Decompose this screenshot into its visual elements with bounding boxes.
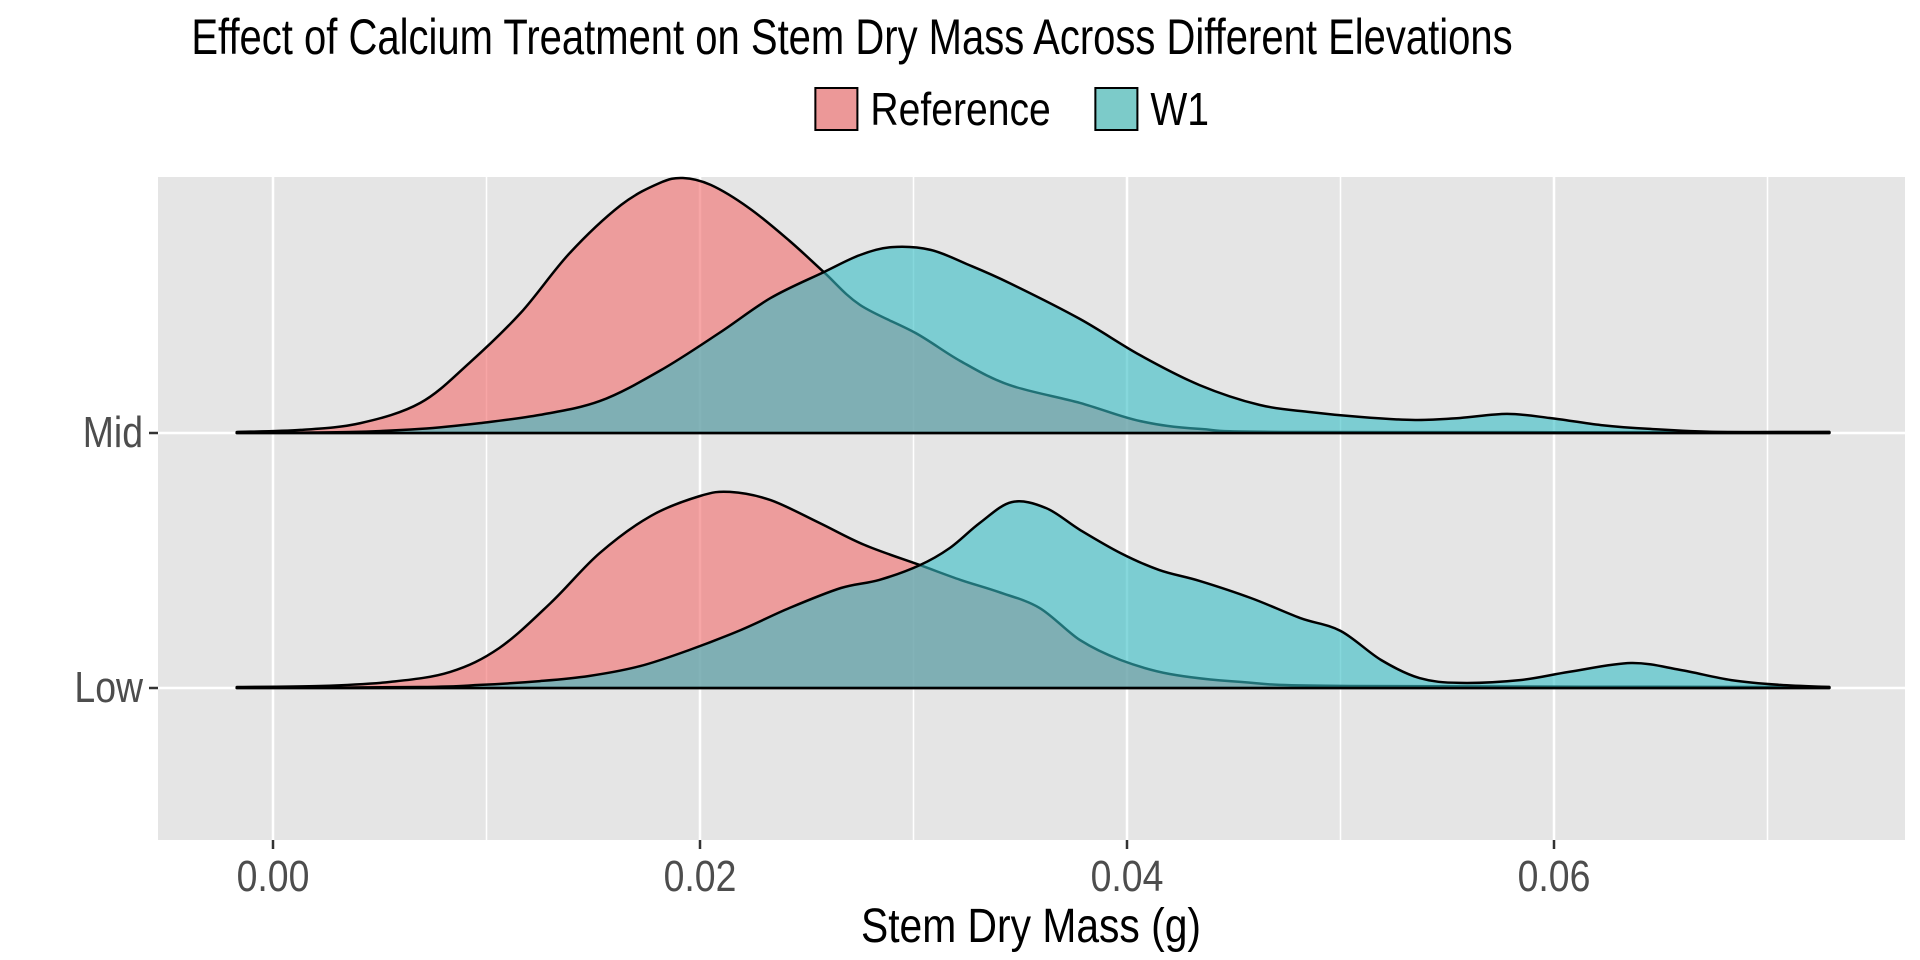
y-axis-label-mid: Mid <box>82 408 143 457</box>
x-tick-label: 0.02 <box>663 852 737 901</box>
legend-label-w1: W1 <box>1150 83 1210 135</box>
density-curve-low-w1 <box>235 500 1831 690</box>
legend: Reference W1 <box>814 86 1219 132</box>
x-tick-label: 0.04 <box>1090 852 1164 901</box>
legend-swatch-reference <box>814 87 859 131</box>
density-curve-mid-w1 <box>235 245 1831 435</box>
x-tick-label: 0.06 <box>1517 852 1591 901</box>
legend-swatch-w1 <box>1094 87 1139 131</box>
x-tick-label: 0.00 <box>236 852 310 901</box>
x-axis-title: Stem Dry Mass (g) <box>860 900 1202 953</box>
chart-title: Effect of Calcium Treatment on Stem Dry … <box>191 9 1513 65</box>
y-axis-label-low: Low <box>74 663 143 712</box>
legend-label-reference: Reference <box>870 83 1051 135</box>
